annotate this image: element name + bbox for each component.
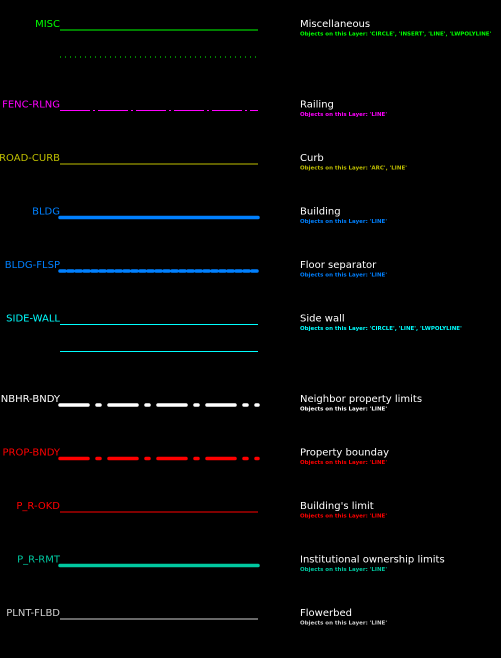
layer-objects: Objects on this Layer: 'LINE': [300, 273, 387, 279]
layer-objects: Objects on this Layer: 'LINE': [300, 219, 387, 225]
layer-description: Side wall: [300, 314, 345, 325]
layer-description: Property bounday: [300, 448, 389, 459]
layer-description: Curb: [300, 153, 324, 164]
layer-objects: Objects on this Layer: 'LINE': [300, 112, 387, 118]
layer-name: P_R-RMT: [17, 555, 61, 566]
layer-objects: Objects on this Layer: 'CIRCLE', 'INSERT…: [300, 32, 492, 38]
layer-description: Building's limit: [300, 501, 374, 512]
layer-objects: Objects on this Layer: 'LINE': [300, 460, 387, 466]
layer-objects: Objects on this Layer: 'LINE': [300, 621, 387, 627]
layer-name: P_R-OKD: [16, 501, 60, 512]
layer-objects: Objects on this Layer: 'CIRCLE', 'LINE',…: [300, 326, 462, 332]
layer-name: PLNT-FLBD: [6, 608, 60, 619]
layer-name: NBHR-BNDY: [1, 394, 61, 405]
layer-description: Neighbor property limits: [300, 394, 422, 405]
layer-name: PROP-BNDY: [2, 448, 60, 459]
layer-objects: Objects on this Layer: 'LINE': [300, 514, 387, 520]
layer-objects: Objects on this Layer: 'ARC', 'LINE': [300, 166, 407, 172]
layer-description: Building: [300, 207, 341, 218]
layer-description: Floor separator: [300, 260, 377, 271]
layer-name: BLDG-FLSP: [5, 260, 60, 271]
layer-description: Miscellaneous: [300, 19, 370, 30]
layer-description: Institutional ownership limits: [300, 555, 445, 566]
layer-description: Railing: [300, 100, 334, 111]
layer-description: Flowerbed: [300, 608, 352, 619]
layer-name: SIDE-WALL: [6, 314, 60, 325]
layer-name: FENC-RLNG: [2, 100, 60, 111]
layer-objects: Objects on this Layer: 'LINE': [300, 407, 387, 413]
layer-name: BLDG: [32, 207, 60, 218]
layer-name: ROAD-CURB: [0, 153, 60, 164]
layer-objects: Objects on this Layer: 'LINE': [300, 567, 387, 573]
layer-name: MISC: [35, 19, 60, 30]
